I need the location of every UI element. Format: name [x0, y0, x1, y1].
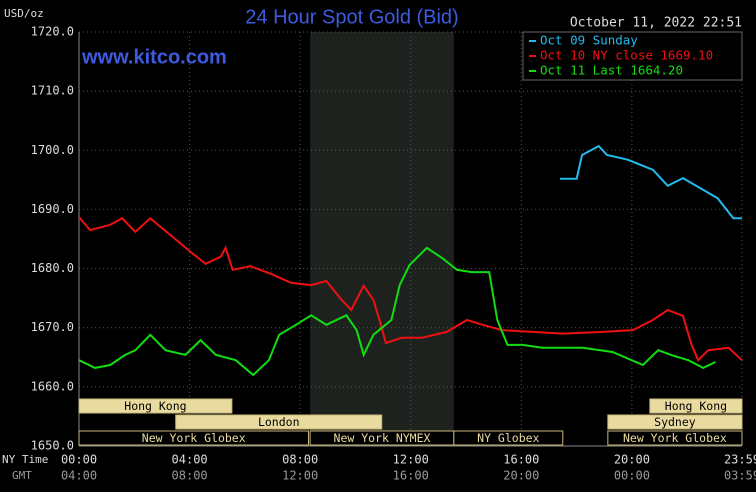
session-bar	[78, 430, 309, 446]
y-tick-label: 1690.0	[31, 202, 74, 216]
y-tick-label: 1710.0	[31, 84, 74, 98]
session-bar	[175, 414, 383, 430]
x-tick-label: 00:00	[61, 453, 97, 467]
session-bar	[453, 430, 564, 446]
y-tick-label: 1700.0	[31, 143, 74, 157]
session-label: NY Globex	[477, 431, 539, 445]
x-tick-label: 16:00	[503, 453, 539, 467]
x-row-label: NY Time	[2, 453, 48, 466]
x-tick-label-gmt: 08:00	[172, 469, 208, 483]
x-tick-label-gmt: 03:59	[724, 469, 756, 483]
watermark: www.kitco.com	[81, 46, 227, 68]
legend-label: Oct 11 Last 1664.20	[540, 63, 683, 78]
session-label: Hong Kong	[665, 399, 727, 413]
chart-title: 24 Hour Spot Gold (Bid)	[245, 6, 458, 28]
shaded-session	[310, 32, 454, 446]
y-tick-label: 1720.0	[31, 25, 74, 39]
x-tick-label-gmt: 12:00	[282, 469, 318, 483]
date-stamp: October 11, 2022 22:51	[570, 16, 742, 31]
legend-box	[522, 31, 743, 81]
x-tick-label-gmt: 00:00	[614, 469, 650, 483]
session-bar	[607, 414, 743, 430]
session-bar	[78, 398, 233, 414]
x-tick-label: 08:00	[282, 453, 318, 467]
x-tick-label-gmt: 20:00	[503, 469, 539, 483]
session-label: Hong Kong	[124, 399, 186, 413]
session-label: Sydney	[654, 415, 696, 429]
y-tick-label: 1660.0	[31, 379, 74, 393]
x-tick-label: 04:00	[172, 453, 208, 467]
session-label: New York NYMEX	[334, 431, 431, 445]
x-tick-label-gmt: 04:00	[61, 469, 97, 483]
y-tick-label: 1670.0	[31, 320, 74, 334]
legend-label: Oct 10 NY close 1669.10	[540, 48, 713, 63]
x-tick-label-gmt: 16:00	[393, 469, 429, 483]
session-bar	[649, 398, 743, 414]
x-row-label: GMT	[12, 469, 32, 482]
session-label: London	[258, 415, 300, 429]
session-label: New York Globex	[142, 431, 246, 445]
price-line	[78, 216, 743, 362]
session-bar	[607, 430, 743, 446]
price-line	[560, 144, 742, 220]
legend-label: Oct 09 Sunday	[540, 33, 638, 48]
y-axis-label: USD/oz	[4, 7, 44, 20]
x-tick-label: 12:00	[393, 453, 429, 467]
session-label: New York Globex	[623, 431, 727, 445]
y-tick-label: 1680.0	[31, 261, 74, 275]
x-tick-label: 20:00	[614, 453, 650, 467]
price-line	[78, 246, 716, 377]
y-tick-label: 1650.0	[31, 439, 74, 453]
x-tick-label: 23:59	[724, 453, 756, 467]
